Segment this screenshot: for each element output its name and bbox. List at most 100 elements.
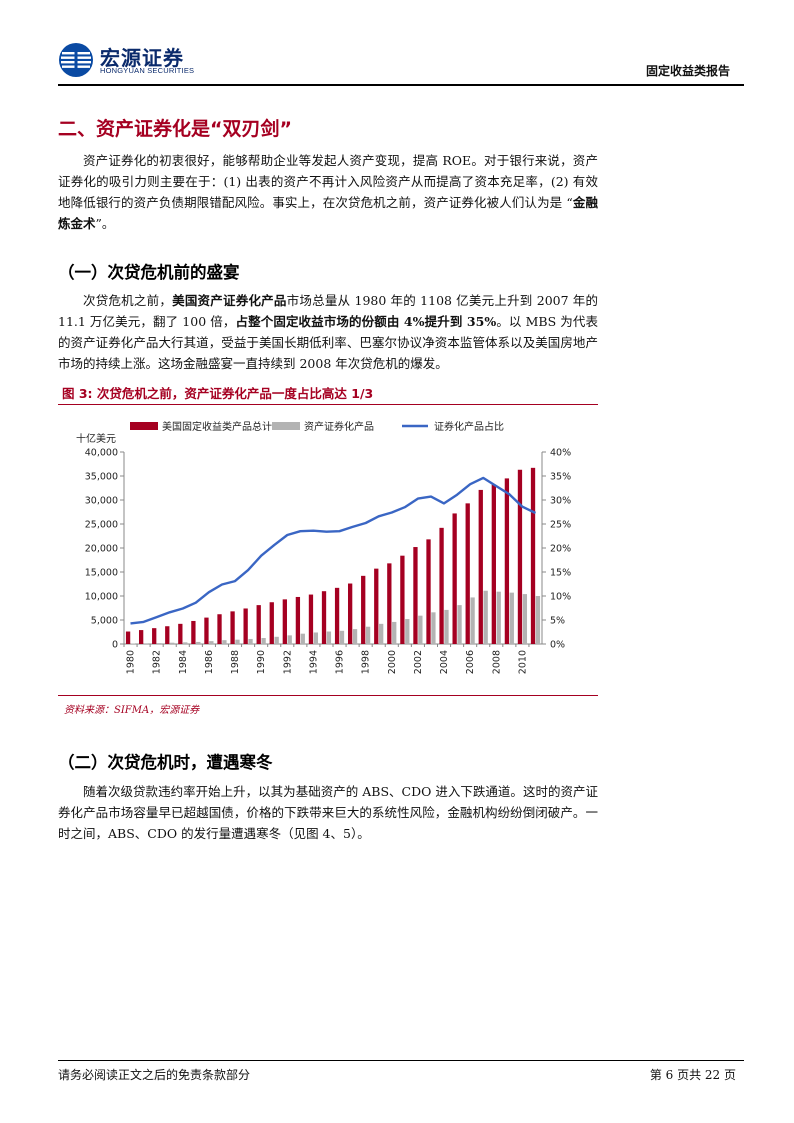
y2-tick-label: 25% [550,520,571,531]
securitized-bar [418,615,423,644]
total-bar [478,489,483,644]
securitized-bar [235,639,240,644]
section-title: 二、资产证券化是“双刃剑” [58,118,292,140]
subsection-1-paragraph: 次贷危机之前，美国资产证券化产品市场总量从 1980 年的 1108 亿美元上升… [58,293,598,371]
brand-name: 宏源证券 [100,46,184,70]
figure-bottom-rule [58,695,598,696]
x-tick-label: 2002 [413,650,424,674]
y-tick-label: 40,000 [85,448,118,459]
footer-divider [58,1060,744,1061]
total-bar [347,583,353,644]
y-tick-label: 35,000 [85,472,118,483]
securitized-bar [352,629,358,644]
report-type: 固定收益类报告 [645,64,730,78]
y-tick-label: 20,000 [85,544,118,555]
y-tick-label: 25,000 [85,520,118,531]
legend-label: 美国固定收益类产品总计 [162,420,272,433]
x-tick-label: 1986 [204,650,215,674]
total-bar [361,575,366,644]
securitized-bar [457,605,462,644]
total-bar [178,623,183,644]
securitized-bar [444,609,449,644]
total-bar [152,628,157,644]
total-bar [269,602,274,644]
x-tick-label: 1982 [152,650,163,674]
y2-tick-label: 0% [550,640,565,651]
legend-label: 资产证券化产品 [304,420,374,433]
securitized-bar [470,597,475,644]
total-bar [243,608,248,644]
securitized-bar [183,642,188,644]
chart-legend: 美国固定收益类产品总计 资产证券化产品 证券化产品占比 [130,420,504,433]
total-bar [217,614,222,644]
brand-name-english: HONGYUAN SECURITIES [100,66,195,75]
securitized-bar [392,621,397,644]
securitized-bar [274,636,279,644]
y-tick-label: 0 [112,640,118,651]
legend-swatch [130,422,158,430]
total-bar [282,599,287,644]
securitized-bar [405,619,410,644]
header-divider [58,84,744,86]
x-tick-label: 1980 [126,650,137,674]
total-bar [374,568,379,644]
securitized-bar [143,643,149,644]
intro-paragraph: 资产证券化的初衷很好，能够帮助企业等发起人资产变现，提高 ROE。对于银行来说，… [58,153,598,231]
total-bar [295,596,301,644]
securitized-bar [326,631,332,644]
x-tick-label: 1996 [335,650,346,674]
total-bar [204,617,209,644]
securitized-bar [300,633,305,644]
total-bar [138,630,144,644]
total-bar [308,594,314,644]
y2-axis: 0% 5% 10% 15% 20% 25% 30% 35% 40% [541,448,571,651]
total-bar [517,469,523,644]
company-logo-icon [59,43,93,77]
securitized-bar [535,596,541,644]
x-tick-label: 1992 [282,650,293,674]
total-bar [452,513,457,644]
securitized-bar [156,643,162,644]
x-tick-label: 1984 [178,650,189,674]
legend-swatch [272,422,300,430]
securitized-bar [222,640,227,644]
securitized-bar [248,638,253,644]
x-tick-label: 2008 [491,650,502,674]
securitized-bar [431,612,436,644]
x-tick-label: 1990 [256,650,267,674]
securitized-bar [209,641,214,644]
x-tick-label: 2010 [517,650,528,674]
total-bar [413,547,418,644]
securitized-bar [339,630,345,644]
subsection-2-paragraph: 随着次级贷款违约率开始上升，以其为基础资产的 ABS、CDO 进入下跌通道。这时… [58,784,598,841]
y-tick-label: 10,000 [85,592,118,603]
total-bar [491,484,496,644]
securitized-bar [313,632,319,644]
share-line-path [130,476,537,625]
y-axis-label: 十亿美元 [76,432,116,445]
total-bar [504,478,510,644]
subsection-title-2: （二）次贷危机时，遭遇寒冬 [58,753,273,772]
total-bar [426,539,431,644]
y2-tick-label: 20% [550,544,571,555]
total-bar [465,503,470,644]
emphasis: 美国资产证券化产品 [172,293,287,308]
securitized-bar [365,626,371,644]
total-bar [400,555,405,644]
figure-title: 图 3: 次贷危机之前，资产证券化产品一度占比高达 1/3 [62,386,374,401]
y-tick-label: 5,000 [91,616,118,627]
x-tick-label: 1998 [361,650,372,674]
figure-source: 资料来源：SIFMA，宏源证券 [64,705,200,716]
emphasis: 占整个固定收益市场的份额由 4%提升到 35% [235,314,497,329]
x-tick-label: 1994 [308,650,319,674]
total-bar [230,611,235,644]
emphasis: 金融炼金术 [58,195,598,231]
total-bar [191,620,196,644]
securitized-bar [287,635,292,644]
x-axis: 1980 1982 1984 1986 1988 1990 1992 1994 1996 1998… [123,643,542,674]
y2-tick-label: 15% [550,568,571,579]
securitized-bar [261,638,266,644]
x-tick-label: 2006 [465,650,476,674]
y-tick-label: 15,000 [85,568,118,579]
chart: 美国固定收益类产品总计 资产证券化产品 证券化产品占比 十亿美元 0 5,000 10,… [76,420,571,674]
